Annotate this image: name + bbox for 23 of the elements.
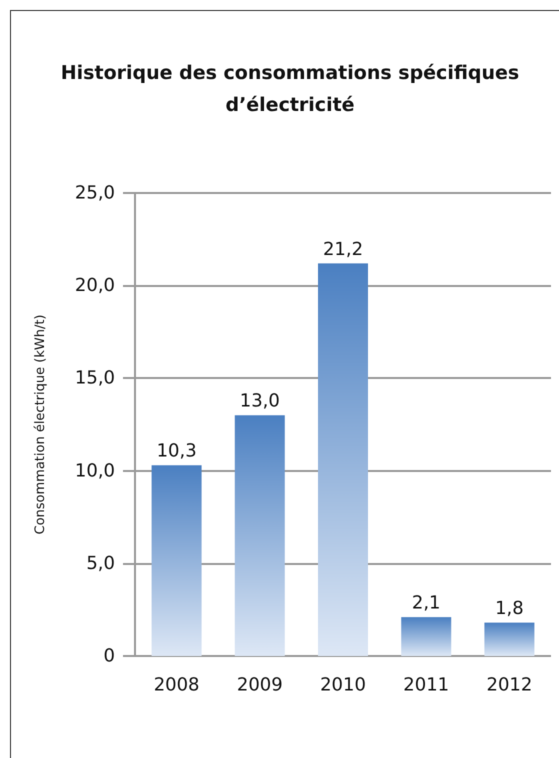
y-tick-label: 25,0 <box>74 182 115 204</box>
x-tick-label: 2011 <box>403 674 450 696</box>
y-axis-title: Consommation électrique (kWh/t) <box>33 314 48 534</box>
x-tick-label: 2009 <box>236 674 283 696</box>
x-tick-label: 2010 <box>320 674 366 696</box>
bar <box>318 263 368 656</box>
data-label: 1,8 <box>495 598 524 620</box>
y-tick-label: 5,0 <box>86 552 115 574</box>
y-tick-label: 10,0 <box>74 460 115 482</box>
x-tick-label: 2012 <box>486 674 532 696</box>
bar <box>484 622 534 656</box>
bar <box>401 617 452 656</box>
data-label: 2,1 <box>412 592 441 614</box>
bar <box>234 415 285 656</box>
data-label: 10,3 <box>156 440 197 462</box>
bar <box>152 465 202 656</box>
data-label: 13,0 <box>240 390 280 412</box>
y-tick-label: 15,0 <box>74 368 115 389</box>
data-label: 21,2 <box>322 238 364 260</box>
y-tick-label: 0 <box>104 646 115 666</box>
chart-title: Historique des consommations spécifiques d’électricité <box>60 62 520 116</box>
x-tick-label: 2008 <box>154 674 200 696</box>
y-tick-label: 20,0 <box>74 275 115 296</box>
